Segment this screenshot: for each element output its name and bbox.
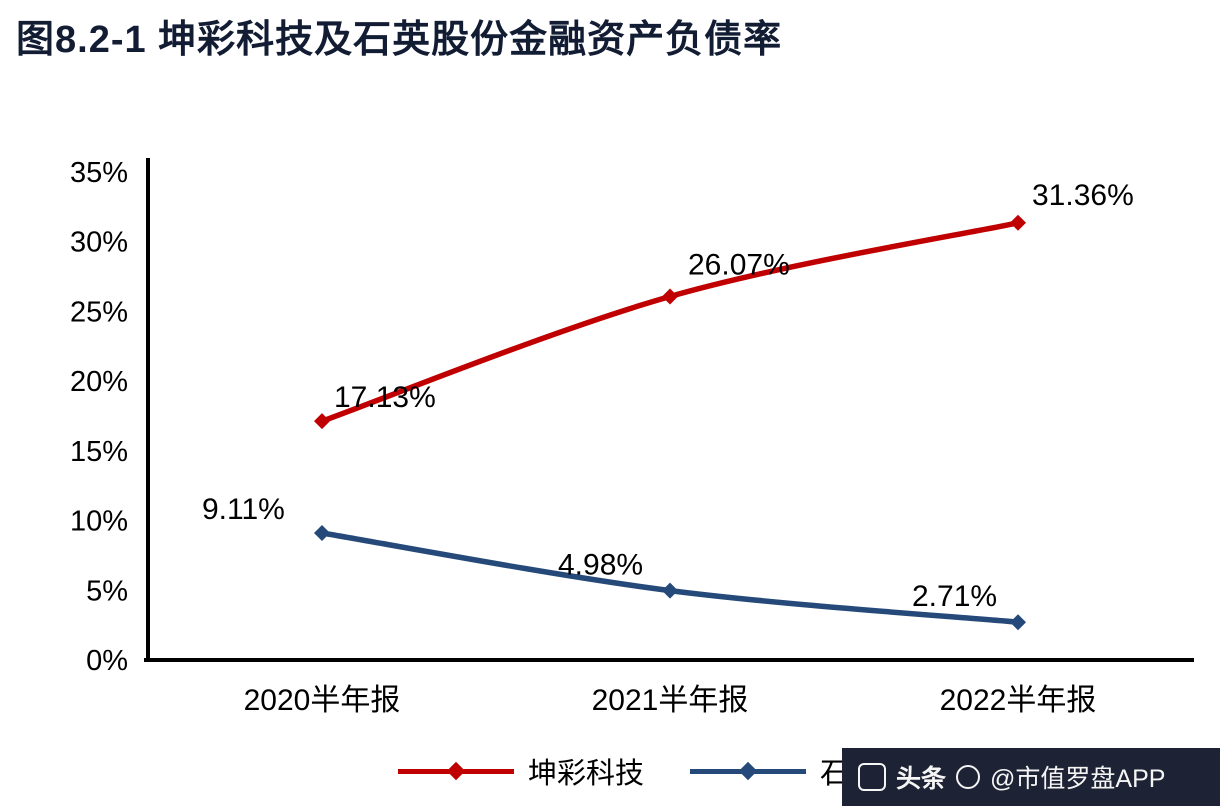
data-point-label: 31.36% — [1032, 179, 1134, 212]
y-tick-label: 30% — [70, 227, 128, 259]
x-category-label: 2021半年报 — [592, 684, 749, 717]
legend-line-sample-kuncai — [398, 761, 514, 781]
y-tick-label: 35% — [70, 157, 128, 189]
x-category-label: 2020半年报 — [244, 684, 401, 717]
data-point-marker — [314, 524, 330, 541]
data-point-label: 9.11% — [202, 493, 285, 526]
diamond-marker-icon — [446, 761, 466, 781]
legend-item-kuncai: 坤彩科技 — [398, 750, 644, 792]
data-point-marker — [314, 413, 330, 430]
data-point-marker — [662, 288, 678, 305]
data-point-label: 4.98% — [558, 549, 643, 582]
y-tick-label: 10% — [70, 506, 128, 538]
watermark-handle: @市值罗盘APP — [990, 765, 1166, 793]
watermark-bar: 头条 @市值罗盘APP — [842, 748, 1220, 806]
y-tick-label: 25% — [70, 296, 128, 328]
y-tick-label: 5% — [86, 575, 128, 607]
chart-title: 图8.2-1 坤彩科技及石英股份金融资产负债率 — [16, 19, 783, 61]
data-point-marker — [662, 582, 678, 599]
watermark-avatar-icon — [956, 765, 981, 789]
watermark-platform: 头条 — [896, 765, 947, 793]
legend-line-sample-shiying — [690, 761, 807, 781]
chart-canvas: 0% 5% 10% 15% 20% 25% 30% 35% 2020半年报 2021半年报 2022… — [70, 157, 1194, 717]
data-point-marker — [1010, 214, 1026, 231]
data-point-label: 26.07% — [688, 249, 790, 282]
y-tick-label: 15% — [70, 436, 128, 468]
toutiao-logo-icon — [858, 763, 886, 791]
data-point-marker — [1010, 614, 1026, 631]
data-point-label: 17.13% — [334, 381, 436, 414]
y-tick-label: 20% — [70, 366, 128, 398]
legend-label-kuncai: 坤彩科技 — [528, 758, 645, 790]
data-point-label: 2.71% — [912, 580, 997, 613]
y-tick-label: 0% — [86, 645, 128, 677]
x-category-label: 2022半年报 — [940, 684, 1097, 717]
diamond-marker-icon — [738, 761, 758, 781]
